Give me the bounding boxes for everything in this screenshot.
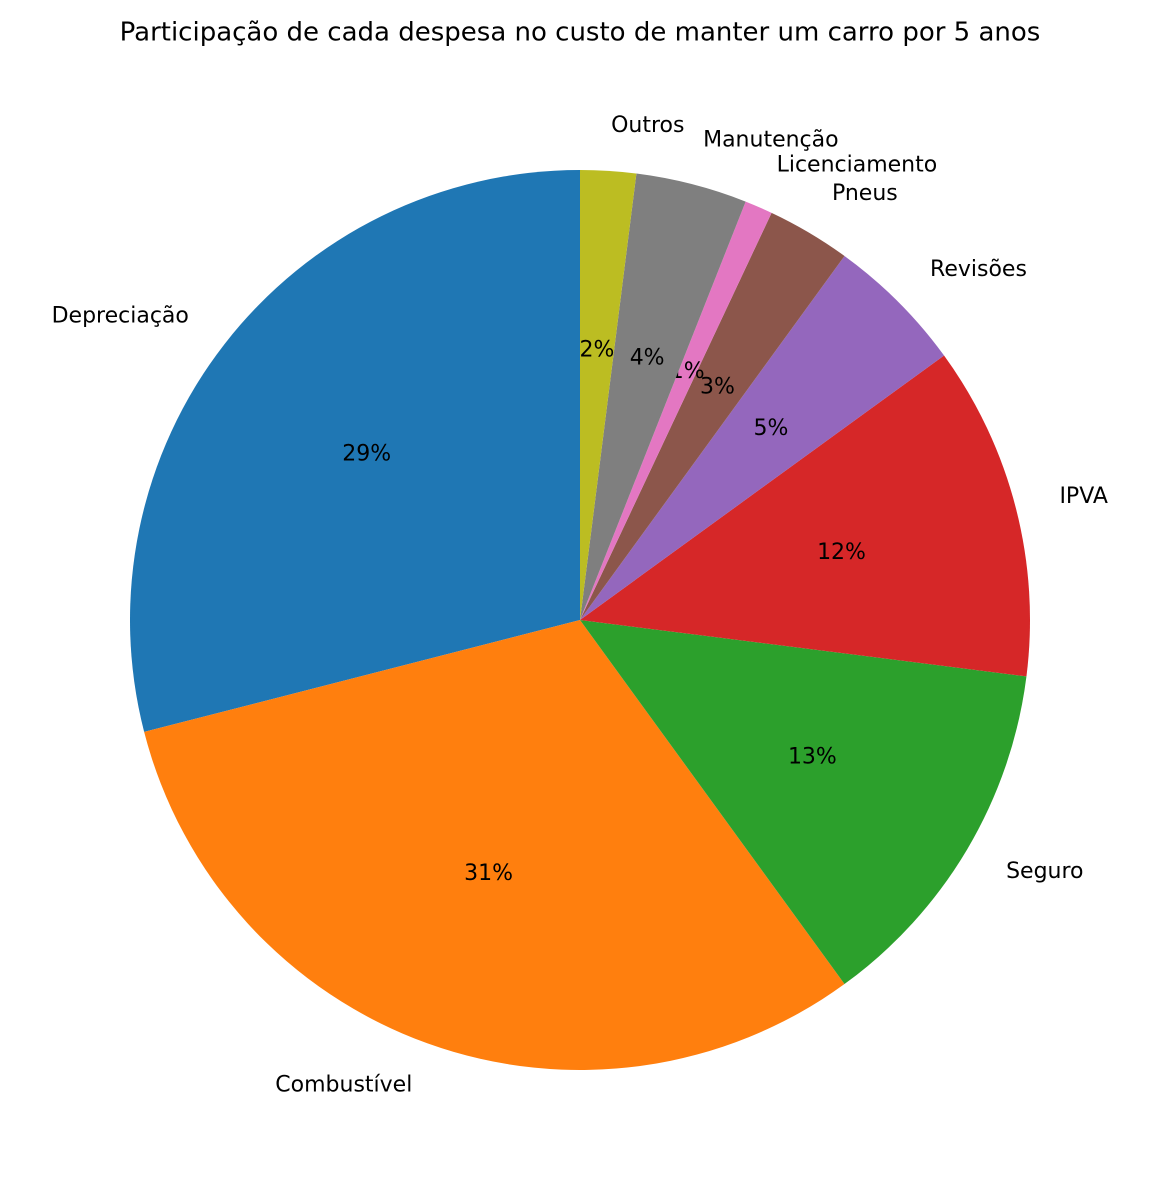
value-label: 3% [700, 375, 735, 400]
value-label: 29% [342, 442, 391, 467]
value-label: 31% [464, 861, 513, 886]
wedge [580, 212, 845, 620]
wedge [129, 170, 580, 732]
slice-label: Combustível [275, 1073, 412, 1098]
chart-title: Participação de cada despesa no custo de… [120, 18, 1041, 48]
slice-label: Seguro [1006, 859, 1083, 884]
value-label: 2% [580, 338, 615, 363]
wedge [580, 355, 1030, 677]
slice-label: Pneus [832, 181, 898, 206]
wedge [580, 255, 945, 620]
value-label: 4% [630, 345, 665, 370]
wedge [580, 170, 637, 620]
value-label: 12% [817, 540, 866, 565]
value-label: 5% [753, 416, 788, 441]
wedge [580, 173, 746, 620]
wedge [144, 620, 845, 1070]
slice-label: Licenciamento [777, 153, 938, 178]
slice-label: Manutenção [703, 128, 839, 153]
slice-label: IPVA [1059, 484, 1107, 509]
wedge [580, 620, 1027, 985]
slice-label: Revisões [930, 257, 1027, 282]
slice-label: Outros [611, 113, 684, 138]
slice-label: Depreciação [52, 304, 189, 329]
value-label: 13% [788, 744, 837, 769]
wedge [580, 201, 772, 620]
